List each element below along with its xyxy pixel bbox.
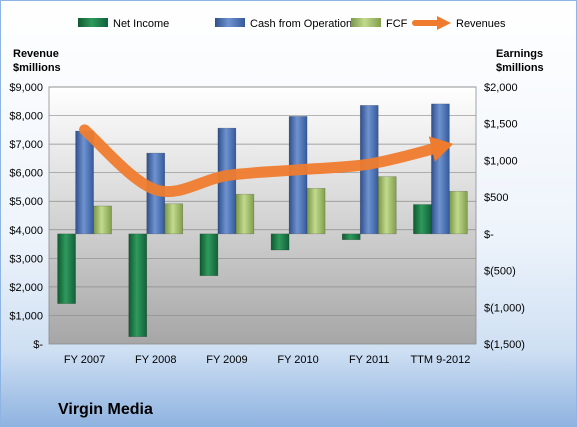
legend-label-cash-from-operations: Cash from Operations [250, 18, 358, 30]
x-tick-label: FY 2008 [135, 354, 176, 366]
y-left-tick-label: $4,000 [9, 225, 43, 237]
y-left-tick-label: $1,000 [9, 310, 43, 322]
legend-arrow-revenues [437, 16, 451, 30]
bar-net-income [270, 233, 290, 251]
y-left-tick-label: $3,000 [9, 253, 43, 265]
revenue-line-arrowhead [428, 136, 454, 162]
bar-net-income [413, 204, 432, 235]
legend-item-cash-from-operations: Cash from Operations [215, 18, 358, 30]
legend-swatch-fcf [351, 18, 381, 27]
y-left-tick-label: $8,000 [9, 111, 43, 123]
y-right-tick-label: $(1,000) [484, 302, 525, 314]
bar-cash-from-operations [75, 130, 94, 235]
y-right-tick-label: $2,000 [484, 82, 518, 94]
y-right-title-line2: $millions [496, 62, 544, 74]
legend: Net Income Cash from Operations FCF Reve… [78, 16, 506, 30]
y-left-tick-label: $6,000 [9, 168, 43, 180]
y-left-tick-label: $2,000 [9, 282, 43, 294]
bars [57, 103, 468, 337]
x-tick-label: FY 2010 [277, 354, 318, 366]
plot-area [48, 86, 477, 345]
revenue-line [79, 124, 454, 197]
x-tick-label: FY 2007 [64, 354, 105, 366]
legend-swatch-net-income [78, 18, 108, 27]
legend-swatch-cash-from-operations [215, 18, 245, 27]
x-tick-label: FY 2009 [206, 354, 247, 366]
y-right-tick-label: $500 [484, 192, 508, 204]
y-left-tick-label: $9,000 [9, 82, 43, 94]
y-left-tick-label: $- [33, 339, 43, 351]
y-right-tick-label: $(1,500) [484, 339, 525, 351]
y-left-tick-label: $7,000 [9, 139, 43, 151]
y-right-title-line1: Earnings [496, 48, 543, 60]
bar-fcf [377, 176, 397, 235]
x-tick-label: FY 2011 [349, 354, 390, 366]
bar-fcf [235, 193, 255, 235]
legend-item-revenues: Revenues [412, 16, 506, 30]
legend-label-net-income: Net Income [113, 18, 169, 30]
revenue-line-path [79, 124, 446, 197]
y-left-tick-label: $5,000 [9, 196, 43, 208]
y-right-tick-label: $1,000 [484, 155, 518, 167]
bar-net-income [57, 233, 76, 304]
legend-item-fcf: FCF [351, 18, 408, 30]
legend-item-net-income: Net Income [78, 18, 169, 30]
bar-net-income [128, 233, 148, 337]
x-tick-label: TTM 9-2012 [410, 354, 470, 366]
y-left-title-line1: Revenue [13, 48, 59, 60]
bar-fcf [93, 205, 112, 235]
legend-label-revenues: Revenues [456, 18, 506, 30]
bar-fcf [449, 190, 468, 235]
bar-fcf [306, 188, 326, 235]
bar-cash-from-operations [431, 103, 450, 235]
bar-fcf [164, 203, 184, 235]
y-right-tick-label: $1,500 [484, 119, 518, 131]
y-right-tick-label: $(500) [484, 266, 516, 278]
y-right-tick-label: $- [484, 229, 494, 241]
footer-title: Virgin Media [58, 401, 153, 418]
y-left-title-line2: $millions [13, 62, 61, 74]
y-left-axis: $9,000 $8,000 $7,000 $6,000 $5,000 $4,000 $3,0… [9, 82, 43, 351]
bar-net-income [341, 233, 361, 241]
x-axis-labels: FY 2007 FY 2008 FY 2009 FY 2010 FY 2011 TTM 9… [64, 354, 470, 366]
y-right-axis: $2,000 $1,500 $1,000 $500 $- $(500) $(1,000) $(… [484, 82, 525, 351]
bar-net-income [199, 233, 219, 277]
legend-label-fcf: FCF [386, 18, 408, 30]
